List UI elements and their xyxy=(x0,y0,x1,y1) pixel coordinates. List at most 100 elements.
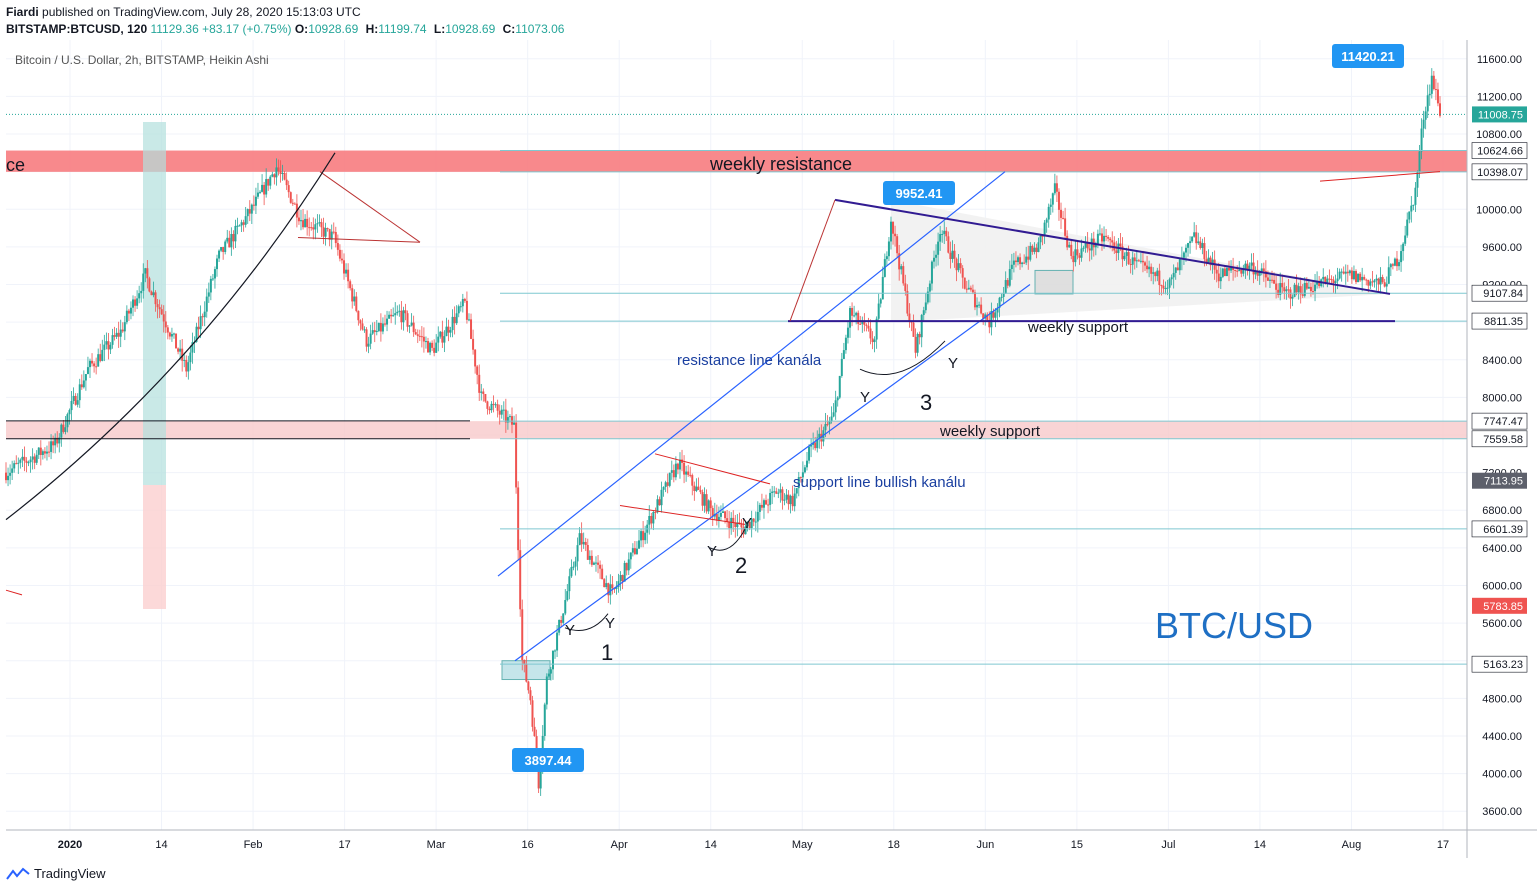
publish-info: Fiardi published on TradingView.com, Jul… xyxy=(6,5,361,19)
candle-body xyxy=(556,632,559,651)
candle-body xyxy=(1031,245,1034,252)
candle-body xyxy=(1400,251,1403,263)
price-tag-label: 11008.75 xyxy=(1478,109,1523,121)
candle-body xyxy=(758,504,761,512)
candle-body xyxy=(1043,222,1046,237)
candle-body xyxy=(519,550,522,610)
candle-body xyxy=(414,332,417,335)
candle-body xyxy=(433,347,436,353)
candle-body xyxy=(1236,270,1239,272)
candle-body xyxy=(1191,236,1194,242)
candle-body xyxy=(1248,265,1251,271)
candle-body xyxy=(676,463,679,470)
price-tag-label: 10398.07 xyxy=(1477,167,1523,179)
candle-body xyxy=(863,320,866,325)
candle-body xyxy=(293,203,296,205)
candle-body xyxy=(771,491,774,494)
candle-body xyxy=(877,303,880,319)
price-tag xyxy=(1472,106,1527,123)
candle-body xyxy=(504,409,507,423)
high-label: H: xyxy=(365,22,379,36)
flag-upper-line xyxy=(654,453,771,485)
price-chart[interactable]: weekly resistance ce weekly support weekly … xyxy=(0,40,1537,858)
candle-body xyxy=(1201,243,1204,248)
candle-body xyxy=(642,531,645,541)
candle-body xyxy=(197,326,200,330)
candle-body xyxy=(978,304,981,306)
publisher-name[interactable]: Fiardi xyxy=(6,5,39,19)
candle-body xyxy=(973,292,976,308)
candle-body xyxy=(1303,282,1306,296)
candle-body xyxy=(1141,260,1144,263)
candle-body xyxy=(386,318,389,325)
candle-body xyxy=(543,704,546,736)
candle-body xyxy=(105,341,108,345)
candle-body xyxy=(1170,277,1173,280)
candle-body xyxy=(185,359,188,372)
support-line-label: support line bullish kanálu xyxy=(793,474,966,491)
candle-body xyxy=(789,495,792,505)
candle-body xyxy=(513,422,516,425)
candle-body xyxy=(50,441,53,452)
x-tick-label: Mar xyxy=(427,839,446,851)
candle-body xyxy=(1369,281,1372,286)
candle-body xyxy=(523,659,526,664)
candle-body xyxy=(1385,283,1388,287)
candle-body xyxy=(76,400,79,405)
candle-body xyxy=(9,472,12,476)
candle-body xyxy=(52,441,55,446)
candle-body xyxy=(1049,204,1052,207)
candle-body xyxy=(1367,279,1370,286)
candle-body xyxy=(119,329,122,337)
wave1-arc xyxy=(564,613,609,631)
candle-body xyxy=(1422,119,1425,129)
candle-body xyxy=(1209,257,1212,266)
candle-body xyxy=(267,179,270,186)
y-tick-label: 6400.00 xyxy=(1482,543,1522,555)
candle-body xyxy=(986,314,989,321)
candle-body xyxy=(48,451,51,453)
candle-body xyxy=(234,225,237,242)
candle-body xyxy=(529,690,532,701)
tradingview-logo-icon xyxy=(6,867,30,880)
candle-body xyxy=(1295,284,1298,293)
candle-body xyxy=(1439,103,1441,116)
candle-body xyxy=(304,218,307,228)
candle-body xyxy=(1014,260,1017,263)
candle-body xyxy=(547,673,550,677)
candle-body xyxy=(1078,255,1081,258)
candle-body xyxy=(1100,233,1103,242)
candle-body xyxy=(107,341,110,350)
candle-body xyxy=(88,360,91,368)
candle-body xyxy=(830,416,833,422)
candle-body xyxy=(287,185,290,193)
candle-body xyxy=(638,540,641,549)
candle-body xyxy=(1131,257,1134,265)
candle-body xyxy=(1324,276,1327,283)
candle-body xyxy=(1262,268,1265,272)
candle-body xyxy=(1189,241,1192,244)
candle-body xyxy=(623,562,626,582)
candle-body xyxy=(568,576,571,592)
candle-body xyxy=(1057,191,1060,210)
axes: 3600.004000.004400.004800.005200.005600.… xyxy=(6,40,1537,858)
candle-body xyxy=(29,459,32,463)
candle-body xyxy=(1150,266,1153,274)
candle-body xyxy=(1387,267,1390,284)
candle-body xyxy=(365,329,368,347)
candle-body xyxy=(769,493,772,505)
candle-body xyxy=(849,308,852,328)
candle-body xyxy=(693,485,696,491)
candle-body xyxy=(662,486,665,490)
y-tick-label: 11600.00 xyxy=(1477,54,1522,66)
candle-body xyxy=(736,522,739,528)
candle-body xyxy=(506,417,509,423)
candle-body xyxy=(115,332,118,337)
candle-body xyxy=(297,217,300,222)
candle-body xyxy=(644,532,647,541)
candle-body xyxy=(308,227,311,229)
wedge-upper-line xyxy=(319,171,421,243)
candle-body xyxy=(566,591,569,601)
candle-body xyxy=(82,380,85,388)
candle-body xyxy=(904,283,907,291)
